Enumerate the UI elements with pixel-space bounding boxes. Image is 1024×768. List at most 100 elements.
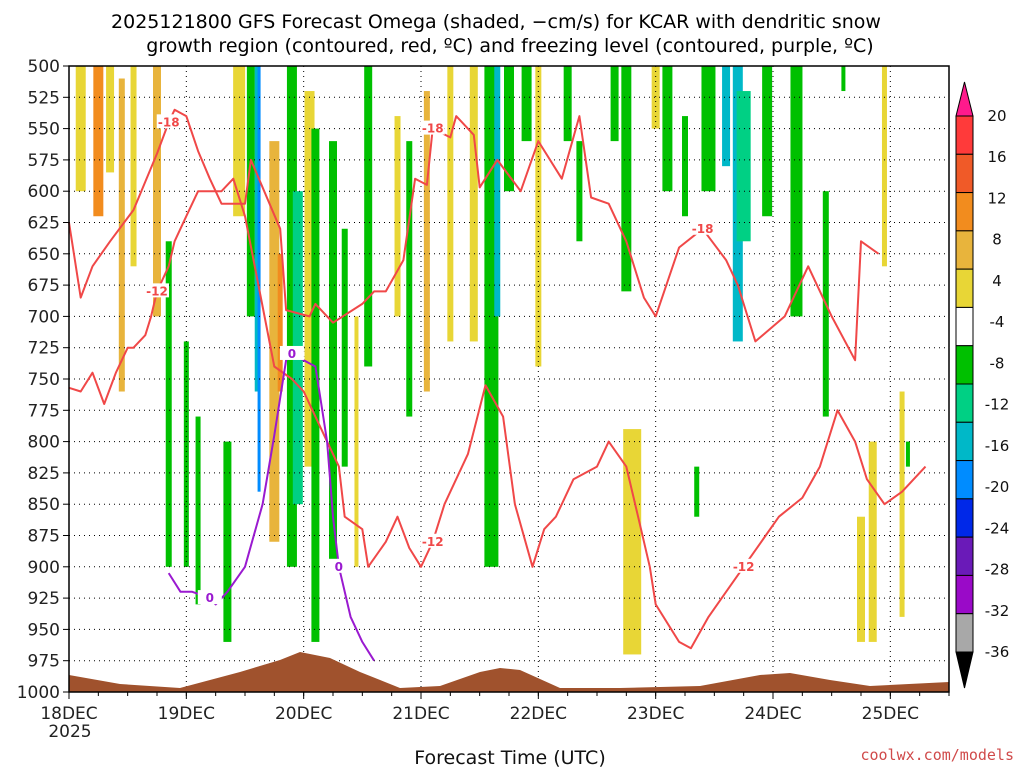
- omega-shade-1: [93, 66, 104, 217]
- colorbar-swatch: [955, 153, 974, 194]
- omega-shade-9: [223, 441, 232, 642]
- contour-label-bg: [326, 558, 351, 573]
- omega-shade-46: [736, 91, 751, 242]
- contour-label-0: 0: [288, 347, 296, 361]
- omega-shade-6: [165, 241, 172, 567]
- omega-shade-22: [354, 316, 359, 567]
- colorbar-tick-label: -4: [990, 313, 1005, 331]
- y-tick-label: 700: [28, 307, 60, 327]
- omega-shade-14: [269, 141, 280, 542]
- contour-label-bg: [420, 120, 445, 135]
- omega-shade-36: [610, 66, 619, 142]
- x-tick-label: 21DEC: [392, 704, 449, 724]
- contour-label-bg: [690, 220, 715, 235]
- colorbar-swatch: [955, 345, 974, 385]
- omega-shade-18: [304, 91, 315, 467]
- chart-title-line-1: 2025121800 GFS Forecast Omega (shaded, −…: [111, 11, 881, 33]
- y-tick-label: 525: [28, 88, 60, 108]
- omega-shade-28: [469, 66, 478, 342]
- omega-shade-39: [651, 66, 660, 129]
- x-tick-label: 24DEC: [744, 704, 801, 724]
- omega-shade-48: [790, 66, 803, 317]
- colorbar-tick-label: -8: [990, 354, 1005, 372]
- colorbar-swatch: [955, 460, 974, 500]
- omega-shade-52: [868, 441, 877, 642]
- y-tick-label: 925: [28, 589, 60, 609]
- omega-shade-11: [246, 66, 255, 317]
- y-tick-label: 675: [28, 276, 60, 296]
- omega-shade-24: [394, 116, 401, 317]
- contour-label--18: -18: [422, 122, 444, 136]
- y-tick-label: 600: [28, 182, 60, 202]
- x-tick-label: 20DEC: [275, 704, 332, 724]
- omega-shade-32: [521, 66, 532, 142]
- terrain-shading: [69, 652, 949, 692]
- y-tick-label: 900: [28, 558, 60, 578]
- y-tick-label: 875: [28, 527, 60, 547]
- contour-label-0: 0: [335, 560, 343, 574]
- y-tick-label: 975: [28, 652, 60, 672]
- colorbar-swatch: [955, 421, 974, 462]
- x-tick-label: 25DEC: [862, 704, 919, 724]
- y-tick-label: 825: [28, 464, 60, 484]
- x-axis: 18DEC 19DEC 20DEC 21DEC 22DEC 23DEC 24DEC 25DEC: [40, 692, 950, 724]
- omega-shade-30: [494, 66, 501, 317]
- y-tick-label: 550: [28, 120, 60, 140]
- contour-label-bg: [279, 345, 304, 360]
- omega-shade-50: [841, 66, 846, 92]
- colorbar-swatch: [955, 536, 974, 576]
- x-axis-title: Forecast Time (UTC): [414, 747, 605, 768]
- y-axis: 500 525 550 575 600 625 650 675 700 725 750 775 800 8…: [17, 57, 69, 703]
- omega-shade-43: [701, 66, 716, 192]
- omega-shade-55: [905, 441, 910, 467]
- y-tick-label: 625: [28, 214, 60, 234]
- contour-label-bg: [156, 114, 181, 129]
- colorbar-tick-label: 16: [987, 148, 1006, 166]
- omega-shade-5: [153, 66, 161, 317]
- omega-shade-53: [881, 66, 887, 267]
- colorbar-tick-label: 4: [992, 272, 1002, 290]
- colorbar-bottom-arrow: [955, 651, 974, 689]
- colorbar-tick-label: -36: [985, 643, 1010, 661]
- y-tick-label: 500: [28, 57, 60, 77]
- credit-text: coolwx.com/models: [860, 746, 1014, 764]
- omega-shade-38: [623, 429, 642, 655]
- omega-shade-23: [364, 66, 373, 367]
- colorbar-top-arrow: [955, 81, 974, 117]
- omega-shade-10: [233, 66, 246, 217]
- omega-shade-0: [75, 66, 86, 192]
- omega-shade-4: [130, 66, 137, 267]
- omega-shade-8: [195, 416, 201, 605]
- plot-area: -18 -18 -18 -12 -12 -12 0 0 0: [68, 65, 950, 693]
- contour-label-bg: [145, 283, 169, 298]
- contour-lines: -18 -18 -18 -12 -12 -12 0 0 0: [68, 108, 927, 662]
- colorbar-swatch: [955, 115, 974, 155]
- y-tick-label: 850: [28, 495, 60, 515]
- colorbar-tick-label: -16: [985, 437, 1010, 455]
- y-tick-label: 950: [28, 620, 60, 640]
- omega-shade-26: [423, 91, 430, 392]
- omega-shade-19: [311, 128, 320, 642]
- colorbar-swatch: [955, 192, 974, 232]
- contour-label--12: -12: [422, 535, 444, 549]
- dotted-grid: [69, 66, 949, 692]
- omega-shade-3: [118, 78, 125, 392]
- omega-shade-37: [621, 66, 632, 292]
- colorbar-swatch: [955, 613, 974, 653]
- omega-shade-25: [406, 141, 413, 417]
- contour-label--12: -12: [146, 284, 168, 298]
- contour-label-bg: [420, 533, 445, 548]
- omega-shade-16: [286, 66, 297, 567]
- omega-shade-51: [857, 516, 865, 642]
- y-tick-label: 575: [28, 151, 60, 171]
- omega-shade-47: [762, 66, 773, 217]
- omega-shade-34: [563, 66, 572, 142]
- colorbar-tick-label: 8: [992, 231, 1002, 249]
- contour-label-0: 0: [206, 591, 214, 605]
- y-tick-label: 725: [28, 339, 60, 359]
- colorbar-swatch: [955, 383, 974, 423]
- colorbar-swatch: [955, 574, 974, 615]
- colorbar-swatch: [955, 498, 974, 538]
- colorbar-swatch: [955, 230, 974, 270]
